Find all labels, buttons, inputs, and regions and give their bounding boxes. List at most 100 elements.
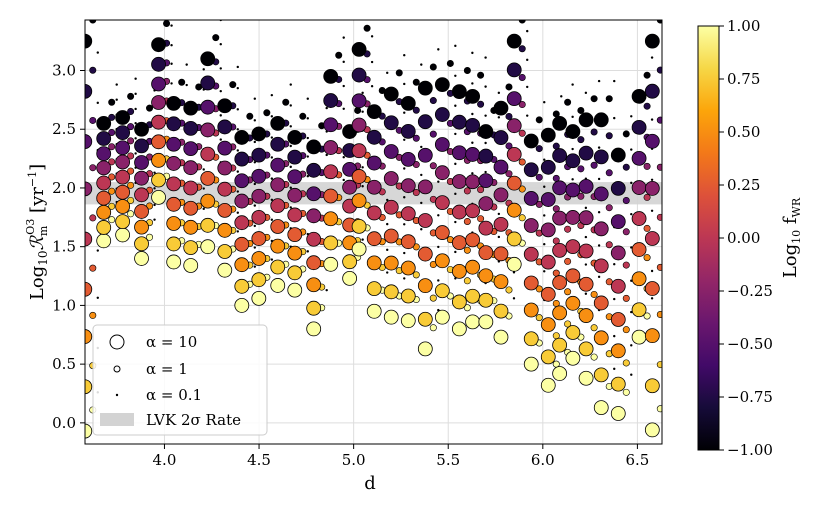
point-alpha-0-1 [253,204,257,207]
point-alpha-10 [523,246,539,262]
point-alpha-10 [96,160,112,176]
point-alpha-0-1 [454,132,457,136]
point-alpha-10 [578,112,594,128]
point-alpha-1 [146,104,154,112]
point-alpha-1 [656,20,662,24]
point-alpha-10 [323,235,339,251]
point-alpha-10 [451,204,467,220]
point-alpha-1 [656,405,662,413]
point-alpha-10 [183,258,199,273]
point-alpha-0-1 [219,138,222,141]
point-alpha-0-1 [289,186,292,189]
point-alpha-0-1 [650,56,654,59]
point-alpha-10 [478,196,494,212]
point-alpha-0-1 [471,112,474,116]
colorbar-tick-label: 0.25 [727,176,760,194]
point-alpha-0-1 [571,115,574,119]
point-alpha-1 [463,187,471,195]
point-alpha-10 [478,124,494,139]
point-alpha-0-1 [471,172,474,175]
point-alpha-0-1 [664,101,666,103]
point-alpha-0-1 [403,251,406,255]
point-alpha-1 [656,66,662,74]
point-alpha-1 [178,78,186,86]
point-alpha-10 [366,255,382,271]
point-alpha-10 [342,179,358,195]
point-alpha-10 [270,177,286,193]
point-alpha-10 [610,312,626,327]
point-alpha-1 [263,109,271,117]
point-alpha-10 [306,300,322,316]
point-alpha-1 [577,192,585,200]
point-alpha-0-1 [134,152,137,155]
y-axis-label: Log10ℛmO3 [yr−1] [24,164,50,300]
point-alpha-10 [400,260,416,276]
point-alpha-0-1 [170,62,173,65]
point-alpha-0-1 [361,166,364,169]
point-alpha-1 [127,210,135,218]
point-alpha-0-1 [403,223,406,226]
x-axis-label: d [364,473,376,494]
point-alpha-0-1 [386,198,389,202]
point-alpha-0-1 [306,97,309,100]
point-alpha-1 [656,263,662,271]
point-alpha-0-1 [437,180,440,183]
point-alpha-10 [610,278,626,294]
point-alpha-10 [644,133,660,149]
point-alpha-10 [451,84,467,100]
point-alpha-1 [412,106,420,114]
point-alpha-0-1 [597,275,601,279]
point-alpha-10 [306,277,322,293]
point-alpha-10 [631,271,647,287]
point-alpha-0-1 [289,125,292,128]
point-alpha-0-1 [386,71,389,75]
point-alpha-0-1 [97,1,99,3]
point-alpha-10 [478,292,494,308]
point-alpha-10 [306,231,322,247]
point-alpha-0-1 [571,83,574,86]
point-alpha-0-1 [543,158,546,161]
point-alpha-1 [412,134,420,142]
point-alpha-0-1 [96,296,99,299]
point-alpha-1 [429,63,437,71]
point-alpha-0-1 [219,43,222,46]
point-alpha-0-1 [253,119,257,122]
point-alpha-10 [151,134,166,150]
point-alpha-10 [234,173,250,189]
point-alpha-0-1 [96,51,99,54]
point-alpha-1 [89,264,97,272]
x-axis: 4.0 4.5 5.0 5.5 6.0 6.5 [153,444,649,469]
colorbar-tick-label: −0.50 [727,335,773,353]
point-alpha-0-1 [370,60,374,64]
point-alpha-1 [605,241,613,249]
point-alpha-0-1 [170,24,173,27]
point-alpha-10 [478,314,494,330]
point-alpha-10 [85,134,93,149]
point-alpha-10 [306,208,322,224]
point-alpha-1 [127,92,135,100]
point-alpha-1 [477,71,485,79]
colorbar-tick-label: −0.75 [727,388,773,406]
point-alpha-10 [323,93,339,108]
point-alpha-10 [217,202,233,218]
point-alpha-10 [644,378,660,394]
point-alpha-1 [643,71,651,79]
point-alpha-0-1 [454,220,457,224]
y-tick-label: 0.0 [52,414,76,432]
point-alpha-0-1 [571,178,574,181]
point-alpha-10 [200,217,216,233]
point-alpha-10 [540,317,556,333]
point-alpha-0-1 [664,1,666,3]
point-alpha-10 [478,173,494,188]
point-alpha-1 [282,98,290,106]
point-alpha-10 [306,139,322,155]
point-alpha-0-1 [597,146,601,149]
point-alpha-0-1 [253,265,257,268]
point-alpha-10 [287,169,303,185]
point-alpha-0-1 [454,192,457,196]
point-alpha-0-1 [270,177,274,180]
point-alpha-10 [478,268,494,284]
point-alpha-10 [234,236,250,252]
y-tick-label: 1.5 [52,238,76,256]
